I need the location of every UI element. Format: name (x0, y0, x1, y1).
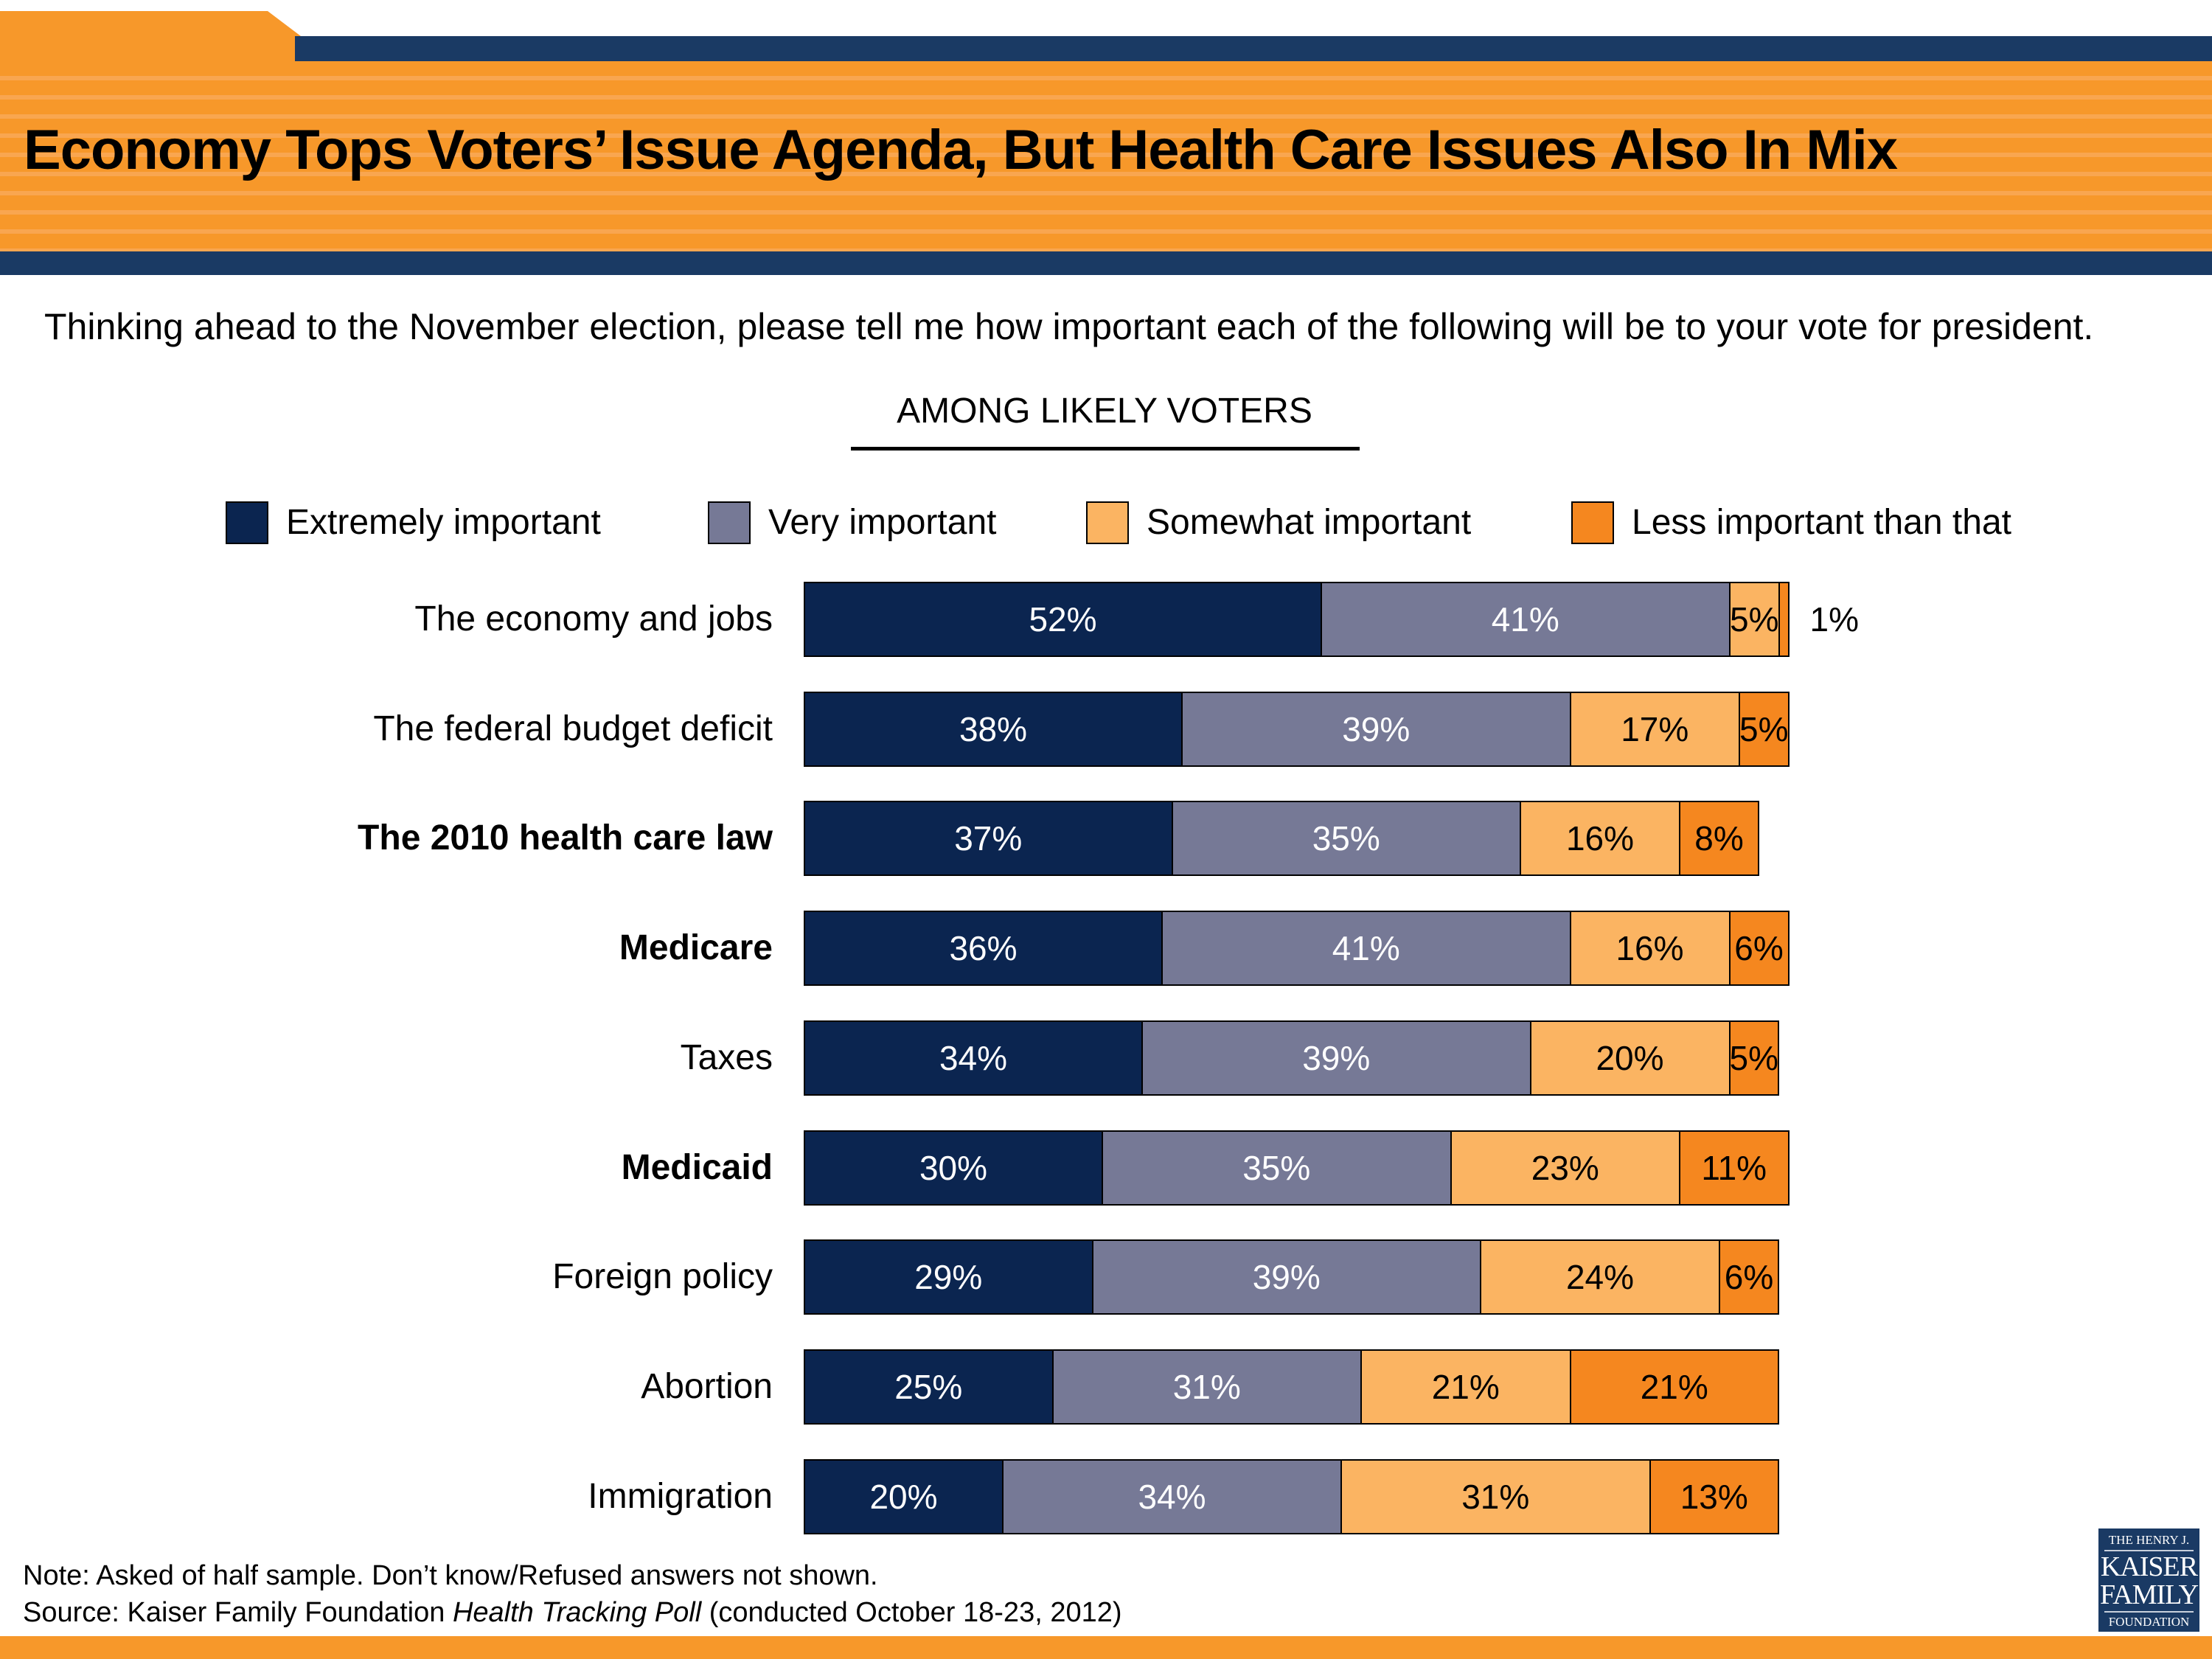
header-orange-band (0, 61, 2212, 251)
page-title: Economy Tops Voters’ Issue Agenda, But H… (24, 119, 1898, 181)
group-label: AMONG LIKELY VOTERS (897, 392, 1312, 431)
bar-segment: 25% (804, 1349, 1053, 1425)
bar-row: 36% 41% 16% 6% (804, 911, 1790, 987)
bar-segment: 20% (804, 1458, 1003, 1534)
bar-segment: 39% (1182, 691, 1571, 767)
bar-segment: 31% (1052, 1349, 1361, 1425)
logo-line: THE HENRY J. (2104, 1533, 2194, 1551)
category-label: The federal budget deficit (373, 709, 773, 748)
bar-segment: 23% (1450, 1130, 1680, 1206)
legend-label: Less important than that (1632, 503, 2011, 542)
bar-segment: 21% (1361, 1349, 1571, 1425)
bar-segment: 29% (804, 1239, 1093, 1315)
survey-question: Thinking ahead to the November election,… (44, 306, 2094, 347)
source-text: Source: Kaiser Family Foundation Health … (23, 1597, 1122, 1629)
bar-segment: 13% (1649, 1458, 1779, 1534)
logo-line: FOUNDATION (2104, 1611, 2194, 1630)
footer-bar (0, 1636, 2212, 1659)
logo-line: FAMILY (2099, 1579, 2199, 1610)
category-label: Immigration (588, 1476, 773, 1516)
legend-swatch (708, 501, 751, 544)
category-label: Foreign policy (552, 1257, 773, 1297)
bar-segment: 16% (1570, 911, 1730, 987)
bar-segment: 35% (1172, 801, 1520, 877)
header-navy-band-bottom (0, 251, 2212, 275)
legend-swatch (1571, 501, 1614, 544)
group-underline (851, 447, 1360, 451)
bar-segment: 31% (1341, 1458, 1650, 1534)
legend-swatch (226, 501, 268, 544)
data-label: 1% (1809, 600, 1859, 639)
bar-segment: 37% (804, 801, 1172, 877)
category-label: The economy and jobs (414, 599, 773, 639)
bar-row: 30% 35% 23% 11% (804, 1130, 1790, 1206)
legend-label: Somewhat important (1147, 503, 1472, 542)
category-label: Medicare (619, 928, 773, 968)
bar-row: 25% 31% 21% 21% (804, 1349, 1779, 1425)
source-poll-name: Health Tracking Poll (452, 1597, 702, 1628)
legend-label: Extremely important (286, 503, 601, 542)
bar-segment: 39% (1092, 1239, 1481, 1315)
bar-segment: 21% (1570, 1349, 1779, 1425)
source-prefix: Source: Kaiser Family Foundation (23, 1597, 453, 1628)
bar-segment: 41% (1321, 582, 1730, 657)
bar-segment: 34% (804, 1020, 1142, 1096)
bar-segment: 24% (1481, 1239, 1719, 1315)
bar-segment: 8% (1680, 801, 1759, 877)
bar-segment: 16% (1520, 801, 1680, 877)
bar-segment: 6% (1719, 1239, 1779, 1315)
bar-segment: 52% (804, 582, 1321, 657)
bar-segment: 36% (804, 911, 1162, 987)
header-navy-band (295, 36, 2212, 61)
legend-label: Very important (768, 503, 997, 542)
bar-row: 37% 35% 16% 8% (804, 801, 1759, 877)
bar-row: 38% 39% 17% 5% (804, 691, 1790, 767)
bar-segment: 38% (804, 691, 1182, 767)
bar-row: 52% 41% 5% (804, 582, 1790, 657)
note-text: Note: Asked of half sample. Don’t know/R… (23, 1560, 878, 1591)
bar-segment: 41% (1162, 911, 1571, 987)
bar-segment: 5% (1729, 582, 1779, 657)
category-label: Abortion (641, 1366, 773, 1406)
bar-segment: 11% (1680, 1130, 1790, 1206)
bar-segment: 17% (1570, 691, 1739, 767)
kff-logo: THE HENRY J. KAISER FAMILY FOUNDATION (2098, 1528, 2199, 1632)
bar-segment (1779, 582, 1790, 657)
category-label: Taxes (680, 1037, 773, 1077)
bar-segment: 34% (1003, 1458, 1341, 1534)
bar-segment: 20% (1530, 1020, 1730, 1096)
bar-row: 20% 34% 31% 13% (804, 1458, 1779, 1534)
bar-segment: 30% (804, 1130, 1102, 1206)
category-label: The 2010 health care law (358, 818, 773, 858)
logo-line: KAISER (2100, 1551, 2198, 1582)
bar-row: 34% 39% 20% 5% (804, 1020, 1779, 1096)
bar-segment: 5% (1729, 1020, 1779, 1096)
category-label: Medicaid (621, 1147, 773, 1187)
bar-segment: 39% (1142, 1020, 1531, 1096)
bar-segment: 35% (1102, 1130, 1451, 1206)
legend-swatch (1086, 501, 1129, 544)
bar-segment: 6% (1729, 911, 1790, 987)
source-suffix: (conducted October 18-23, 2012) (701, 1597, 1122, 1628)
bar-row: 29% 39% 24% 6% (804, 1239, 1779, 1315)
bar-segment: 5% (1739, 691, 1790, 767)
